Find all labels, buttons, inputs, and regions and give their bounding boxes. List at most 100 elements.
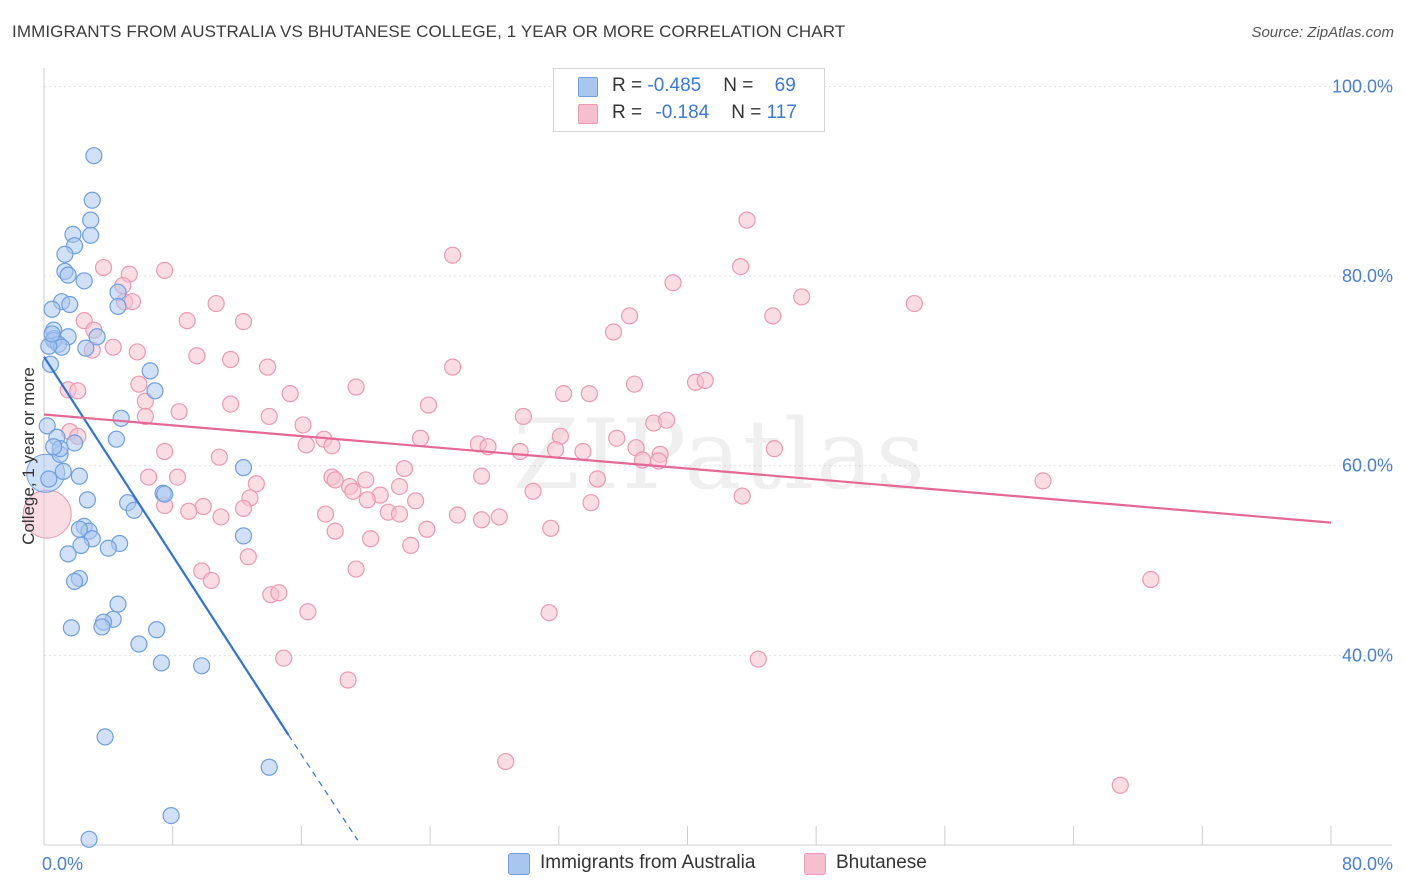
point-australia (112, 409, 130, 427)
point-bhutanese (1034, 472, 1052, 490)
point-australia (83, 191, 101, 209)
point-bhutanese (344, 482, 362, 500)
point-bhutanese (136, 407, 154, 426)
point-bhutanese (546, 441, 565, 459)
point-bhutanese (156, 442, 174, 461)
point-bhutanese (580, 385, 598, 403)
point-bhutanese (625, 375, 644, 393)
point-bhutanese (497, 752, 515, 771)
point-australia (156, 485, 174, 503)
point-bhutanese (170, 403, 188, 421)
point-bhutanese (444, 358, 462, 376)
point-bhutanese (316, 505, 335, 523)
point-australia (96, 728, 114, 746)
source-credit: Source: ZipAtlas.com (1251, 24, 1394, 41)
point-bhutanese (178, 312, 196, 330)
point-bhutanese (555, 385, 573, 403)
y-tick-label: 60.0% (1342, 456, 1393, 476)
point-bhutanese (620, 307, 639, 325)
point-australia (109, 595, 127, 613)
point-bhutanese (542, 519, 560, 537)
series-legend-label-bhutanese: Bhutanese (836, 852, 927, 873)
point-bhutanese (194, 497, 212, 516)
point-bhutanese (222, 395, 240, 413)
point-bhutanese (207, 294, 225, 313)
point-bhutanese (156, 261, 174, 279)
point-bhutanese (210, 448, 228, 466)
y-tick-label: 40.0% (1342, 645, 1393, 665)
point-bhutanese (444, 246, 462, 264)
point-bhutanese (448, 506, 467, 524)
point-australia (85, 147, 103, 165)
legend-r-value-bhutanese: -0.184 (655, 102, 710, 123)
point-australia (193, 657, 211, 675)
point-australia (82, 226, 100, 244)
point-australia (148, 621, 166, 639)
point-bhutanese (326, 471, 344, 489)
series-bhutanese-points (22, 211, 1160, 794)
point-australia (43, 325, 61, 343)
point-bhutanese (395, 459, 413, 478)
point-bhutanese (608, 429, 626, 447)
point-bhutanese (738, 211, 756, 229)
point-australia (78, 491, 97, 509)
point-bhutanese (104, 338, 122, 356)
chart-title: IMMIGRANTS FROM AUSTRALIA VS BHUTANESE C… (12, 22, 846, 41)
point-australia (82, 211, 100, 229)
point-bhutanese (347, 560, 365, 578)
gridlines (44, 85, 1392, 656)
legend-n-value-bhutanese: 117 (766, 102, 797, 123)
point-bhutanese (1142, 570, 1160, 589)
point-bhutanese (490, 508, 508, 526)
point-australia (54, 462, 72, 481)
point-bhutanese (574, 442, 592, 461)
point-bhutanese (472, 511, 491, 529)
legend-text-australia: R = -0.485 N = 69 (612, 75, 796, 96)
point-bhutanese (299, 603, 317, 621)
point-australia (43, 300, 61, 318)
point-australia (61, 295, 79, 314)
point-australia (152, 654, 171, 672)
point-bhutanese (407, 492, 425, 510)
point-bhutanese (419, 396, 438, 414)
point-bhutanese (260, 407, 278, 426)
point-bhutanese (588, 470, 607, 488)
point-bhutanese (180, 502, 198, 520)
point-australia (72, 536, 90, 554)
y-axis-label: College, 1 year or more (19, 367, 38, 545)
point-bhutanese (472, 467, 491, 485)
point-australia (38, 417, 56, 435)
point-australia (146, 382, 164, 400)
point-australia (107, 430, 125, 448)
point-bhutanese (582, 494, 600, 512)
point-bhutanese (733, 487, 751, 505)
point-australia (141, 362, 159, 380)
point-bhutanese (390, 477, 409, 496)
point-australia (77, 339, 95, 357)
point-bhutanese (905, 294, 923, 313)
point-bhutanese (275, 649, 293, 667)
point-bhutanese (168, 468, 187, 486)
series-australia-points (26, 147, 278, 848)
series-legend-swatch-australia (508, 853, 530, 875)
point-bhutanese (326, 522, 344, 540)
point-bhutanese (749, 650, 767, 668)
point-bhutanese (339, 671, 357, 689)
y-tick-label: 80.0% (1342, 266, 1393, 286)
trend-line-australia-extension (288, 734, 359, 841)
point-bhutanese (411, 429, 430, 447)
point-australia (234, 459, 253, 477)
point-bhutanese (402, 536, 420, 554)
point-bhutanese (234, 312, 253, 331)
point-bhutanese (281, 385, 299, 403)
point-bhutanese (664, 274, 682, 292)
point-australia (45, 438, 63, 456)
correlation-legend: R = -0.485 N = 69 R = -0.184 N = 117 (553, 68, 825, 132)
point-australia (56, 245, 74, 263)
point-bhutanese (234, 499, 253, 517)
point-australia (99, 539, 117, 557)
point-australia (109, 283, 127, 301)
series-legend-label-australia: Immigrants from Australia (540, 852, 756, 873)
point-bhutanese (357, 471, 375, 489)
